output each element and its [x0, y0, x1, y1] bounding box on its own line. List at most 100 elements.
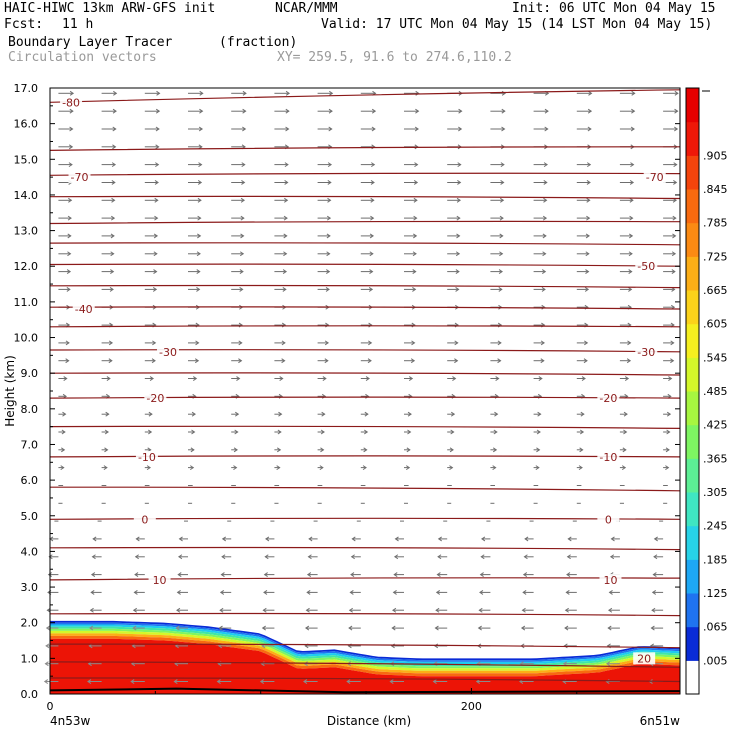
vector-head-400 [499, 215, 504, 221]
vector-head-100 [479, 572, 484, 577]
vector-head-102 [566, 572, 571, 577]
vector-head-79 [219, 589, 225, 595]
y-tick-label-14: 14.0 [14, 189, 39, 202]
contour-label-12: 0 [605, 513, 612, 526]
colorbar-swatch-11 [686, 290, 699, 325]
y-tick-label-4: 4.0 [21, 545, 39, 558]
terrain-line [49, 687, 681, 694]
vector-head-276 [324, 358, 329, 364]
vector-head-121 [92, 536, 97, 542]
colorbar-swatch-15 [686, 155, 699, 190]
vector-head-418 [629, 197, 634, 203]
contour-label-15: 20 [637, 652, 651, 665]
vector-head-376 [110, 233, 115, 239]
colorbar-swatch-16 [686, 121, 699, 156]
vector-head-65 [262, 607, 267, 613]
vector-head-257 [149, 376, 154, 381]
isotherm-20 [49, 643, 681, 649]
vector-head-272 [151, 358, 156, 364]
vector-head-189 [449, 465, 454, 471]
vector-head-239 [666, 411, 672, 417]
y-tick-label-8: 8.0 [21, 403, 39, 416]
contour-label-bg-12 [597, 513, 620, 526]
vector-head-233 [407, 411, 412, 417]
vector-head-209 [665, 447, 670, 453]
vector-head-345 [66, 269, 72, 274]
vector-head-201 [320, 447, 325, 453]
contour-label-5: -30 [159, 346, 177, 359]
vector-head-15 [44, 661, 49, 667]
colorbar-swatch-9 [686, 357, 699, 392]
vector-head-507 [588, 90, 593, 96]
vector-head-370 [499, 251, 504, 257]
vector-head-274 [238, 358, 243, 364]
vector-head-349 [239, 269, 244, 274]
vector-head-287 [152, 340, 157, 346]
vector-head-129 [437, 536, 442, 542]
vector-head-196 [104, 447, 109, 453]
vector-head-285 [65, 340, 70, 346]
vector-head-110 [264, 554, 269, 560]
isotherm-9 [49, 325, 681, 328]
vector-head-358 [628, 269, 633, 274]
vector-head-77 [133, 589, 138, 595]
y-tick-label-12: 12.0 [14, 260, 39, 273]
vector-head-380 [283, 233, 288, 239]
vector-head-468 [198, 126, 204, 132]
cross-section-endpoints: XY= 259.5, 91.6 to 274.6,110.2 [277, 50, 512, 65]
vector-head-194 [665, 465, 670, 471]
vector-head-342 [584, 286, 590, 292]
vector-head-369 [455, 251, 461, 257]
vector-head-133 [610, 536, 615, 542]
vector-head-494 [674, 108, 679, 114]
vector-head-224 [666, 429, 671, 435]
x-end-location: 6n51w [640, 714, 681, 728]
vector-head-107 [134, 554, 139, 560]
vector-head-83 [392, 589, 397, 595]
vector-head-98 [393, 572, 398, 577]
vector-head-298 [627, 340, 632, 346]
vector-head-267 [581, 376, 586, 381]
vector-head-334 [239, 286, 244, 292]
vector-head-131 [524, 536, 529, 542]
vector-head-268 [624, 376, 630, 381]
vector-head-111 [307, 554, 312, 560]
vector-head-422 [154, 180, 159, 185]
vector-head-479 [673, 126, 679, 132]
vector-head-215 [277, 429, 282, 435]
vector-head-490 [501, 108, 506, 114]
vector-head-451 [112, 144, 117, 150]
vector-head-497 [156, 90, 161, 96]
vector-head-67 [348, 607, 354, 613]
vector-head-91 [90, 572, 96, 577]
vector-head-374 [671, 251, 677, 257]
vector-head-428 [413, 180, 419, 185]
model-title: HAIC-HIWC 13km ARW-GFS init [4, 1, 216, 16]
vector-head-93 [177, 572, 182, 577]
contour-label-0: -80 [62, 96, 80, 109]
y-tick-label-16: 16.0 [14, 118, 39, 131]
isotherm-4 [49, 220, 681, 225]
vector-head-49 [218, 625, 223, 631]
x-axis-label: Distance (km) [327, 714, 411, 728]
colorbar-swatch-8 [686, 391, 699, 426]
vector-head-132 [567, 536, 572, 542]
vector-head-478 [630, 126, 635, 132]
vector-head-199 [233, 447, 238, 453]
vector-head-124 [221, 536, 227, 542]
vector-head-51 [304, 625, 310, 631]
vector-head-203 [406, 447, 411, 453]
vector-head-482 [155, 108, 161, 114]
colorbar-swatch-7 [686, 424, 699, 459]
vector-head-340 [498, 286, 503, 292]
vector-head-125 [265, 536, 270, 542]
field-name: Boundary Layer Tracer [8, 35, 173, 50]
vector-head-202 [363, 447, 368, 453]
contour-label-6: -30 [637, 346, 655, 359]
vector-head-375 [67, 233, 72, 239]
y-tick-label-1: 1.0 [21, 652, 39, 665]
vector-head-485 [285, 108, 290, 114]
vector-head-413 [413, 197, 418, 203]
organization-label: NCAR/MMM [275, 1, 338, 16]
vector-head-442 [371, 162, 376, 168]
